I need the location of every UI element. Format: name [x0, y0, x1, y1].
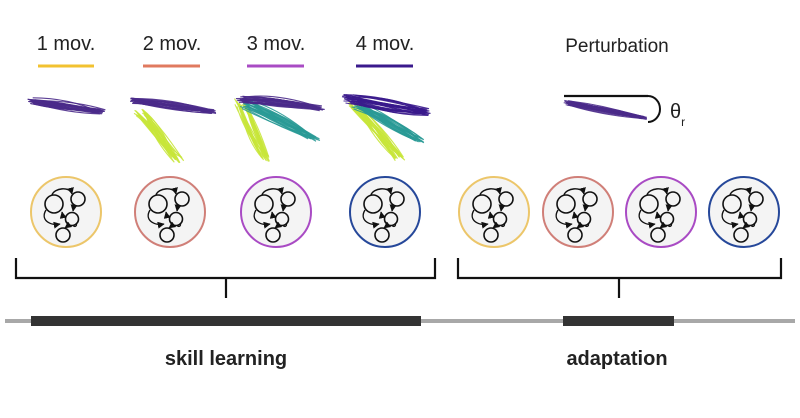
trajectory-trace	[142, 109, 176, 160]
trajectory-trace	[242, 105, 312, 140]
trajectory-trace	[568, 102, 647, 119]
trajectory-plot-1	[27, 97, 106, 115]
network-circle-learning-4	[349, 176, 421, 248]
network-circle-adaptation-3	[625, 176, 697, 248]
trajectory-plot-2	[130, 97, 217, 164]
adaptation-bracket	[456, 258, 783, 298]
condition-label-1: 1 mov.	[37, 33, 96, 55]
trajectory-trace	[135, 110, 173, 158]
perturbation-label: Perturbation	[565, 36, 669, 57]
trajectory-trace	[347, 100, 430, 113]
network-circle-adaptation-1	[458, 176, 530, 248]
perturbation-trajectory-plot	[563, 99, 648, 120]
trajectory-trace	[250, 100, 315, 138]
network-circle-learning-1	[30, 176, 102, 248]
trajectory-trace	[32, 100, 105, 112]
trajectory-trace	[141, 108, 175, 158]
trajectory-trace	[237, 103, 265, 161]
trajectory-trace	[239, 99, 322, 108]
trajectory-trace	[236, 100, 267, 162]
rotation-angle-arc	[647, 95, 661, 123]
trajectory-trace	[355, 101, 400, 157]
trajectory-trace	[355, 104, 396, 160]
trajectory-trace	[357, 106, 417, 142]
trajectory-trace	[244, 103, 269, 157]
trajectory-trace	[132, 100, 217, 115]
condition-label-3: 3 mov.	[247, 33, 306, 55]
trajectory-trace	[133, 112, 181, 164]
adaptation-label: adaptation	[566, 348, 667, 370]
network-circle-adaptation-2	[542, 176, 614, 248]
trajectory-trace	[343, 93, 429, 115]
skill-learning-bracket	[14, 258, 437, 298]
network-circle-adaptation-4	[708, 176, 780, 248]
trajectory-plot-4	[341, 93, 431, 161]
trajectory-trace	[243, 96, 318, 110]
trajectory-trace	[357, 103, 415, 141]
skill-learning-timeline-bar	[31, 316, 421, 326]
trajectory-trace	[137, 100, 213, 114]
trajectory-trace	[130, 100, 215, 112]
network-circle-learning-2	[134, 176, 206, 248]
trajectory-trace	[568, 100, 645, 119]
trajectory-trace	[565, 102, 642, 118]
trajectory-plot-3	[234, 95, 325, 162]
condition-label-4: 4 mov.	[356, 33, 415, 55]
rotation-angle-symbol: θr	[670, 101, 685, 129]
adaptation-timeline-bar	[563, 316, 674, 326]
trajectory-trace	[28, 101, 101, 111]
skill-learning-label: skill learning	[165, 348, 287, 370]
condition-label-2: 2 mov.	[143, 33, 202, 55]
trajectory-trace	[246, 106, 317, 138]
trajectory-trace	[361, 104, 417, 141]
network-circle-learning-3	[240, 176, 312, 248]
trajectory-trace	[342, 95, 430, 110]
